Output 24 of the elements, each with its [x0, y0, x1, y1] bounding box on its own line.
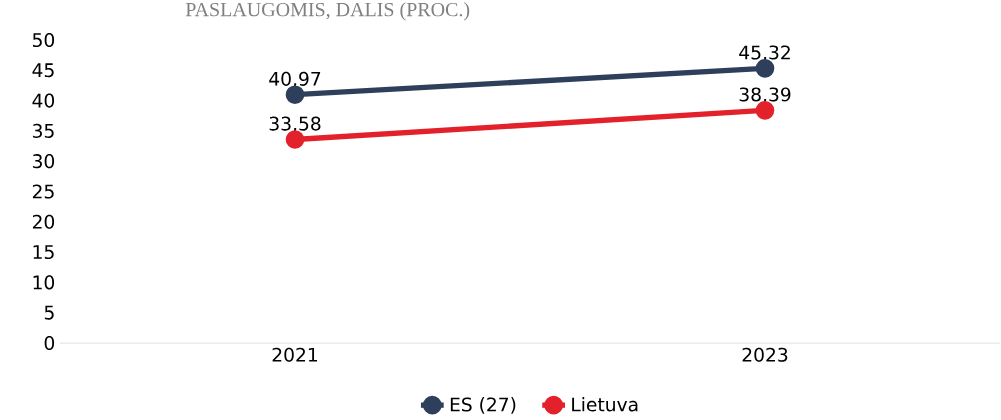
y-tick-label: 30 — [32, 154, 55, 169]
point — [755, 59, 775, 78]
y-tick-label: 40 — [32, 93, 55, 108]
legend-label: Lietuva — [572, 397, 638, 412]
y-tick-label: 35 — [32, 123, 54, 138]
x-tick-label: 2023 — [742, 347, 788, 362]
data-label: 40,97 — [269, 71, 321, 88]
y-tick-label: 50 — [32, 32, 55, 48]
y-tick-label: 45 — [32, 63, 54, 78]
y-tick-label: 0 — [44, 335, 55, 351]
point — [755, 101, 775, 120]
y-tick-label: 10 — [33, 275, 55, 290]
data-label: 45,32 — [739, 45, 790, 62]
point — [285, 130, 305, 149]
y-tick-label: 5 — [44, 305, 54, 320]
data-label: 33,58 — [269, 116, 321, 133]
y-tick-label: 15 — [33, 245, 54, 260]
point — [285, 85, 305, 105]
x-tick-label: 2021 — [272, 347, 318, 362]
y-tick-label: 20 — [32, 214, 55, 229]
y-tick-label: 25 — [32, 184, 54, 199]
data-label: 38,39 — [739, 87, 791, 104]
legend-label: ES (27) — [450, 397, 516, 414]
chart-title: PASLAUGOMIS, DALIS (PROC.) — [185, 2, 470, 21]
